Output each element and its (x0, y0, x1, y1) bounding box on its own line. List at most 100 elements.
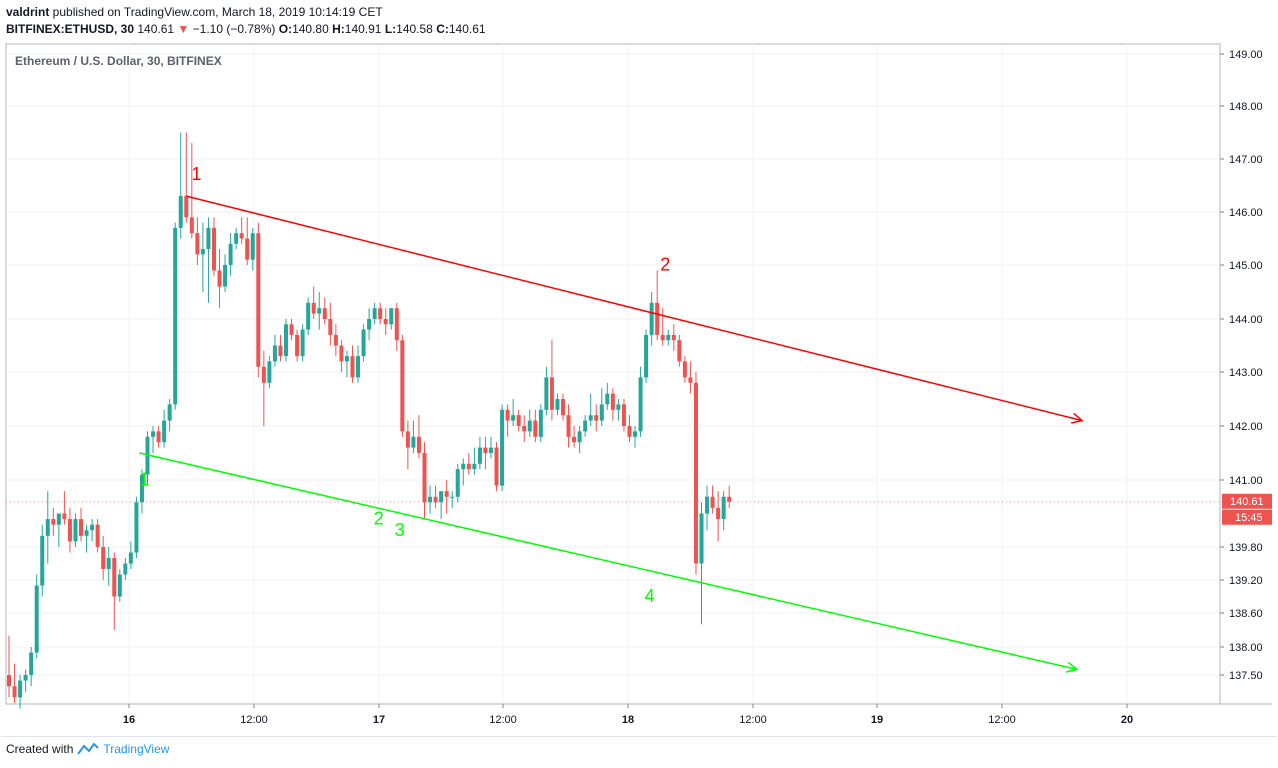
candle-body (67, 519, 72, 542)
candle-body (51, 519, 56, 525)
resistance-trendline (186, 195, 1082, 421)
candle (372, 302, 377, 325)
created-with-text: Created with (6, 742, 74, 756)
candle (538, 404, 543, 443)
candle-body (12, 686, 17, 698)
candle (217, 249, 222, 309)
footer-divider (1, 736, 1277, 737)
y-tick-label: 147.00 (1229, 154, 1263, 166)
candle-body (588, 415, 593, 421)
candle-body (488, 447, 493, 453)
candle (693, 372, 698, 575)
high-label: H: (332, 22, 345, 36)
candle-body (223, 265, 228, 287)
plot-area (5, 43, 1221, 705)
candle-body (317, 308, 322, 314)
annotation-label: 1 (192, 164, 202, 184)
candle (505, 404, 510, 437)
author-name[interactable]: valdrint (6, 5, 50, 19)
candle-body (90, 524, 95, 531)
candle-body (461, 463, 466, 470)
candle-body (660, 334, 665, 341)
candle (411, 420, 416, 453)
candle (483, 436, 488, 470)
candle-body (322, 308, 327, 319)
candle-body (167, 404, 172, 421)
candle (79, 507, 84, 542)
candle-body (289, 324, 294, 335)
candle-body (433, 496, 438, 503)
candle (544, 366, 549, 416)
last-price-label: 140.61 (1230, 496, 1264, 508)
candle-body (228, 243, 233, 265)
candle-body (422, 453, 427, 503)
candle-body (189, 217, 194, 234)
candle-body (477, 447, 482, 464)
candle-body (62, 513, 67, 520)
candle (234, 227, 239, 250)
candle (261, 350, 266, 426)
candle-body (361, 329, 366, 357)
candle (721, 491, 726, 531)
candle (173, 222, 178, 410)
candle-body (666, 334, 671, 341)
candle (516, 409, 521, 432)
annotation-label: 3 (395, 520, 405, 540)
candle (605, 382, 610, 410)
candle-body (40, 535, 45, 586)
y-tick-label: 144.00 (1229, 314, 1263, 326)
candles (7, 132, 732, 709)
candle (477, 436, 482, 470)
annotation-label: 2 (660, 254, 670, 274)
candle-body (145, 436, 150, 475)
candle (101, 535, 106, 580)
candle-body (677, 340, 682, 362)
candle (350, 345, 355, 383)
candle-body (173, 227, 178, 405)
candle (461, 458, 466, 486)
candle (145, 431, 150, 486)
candle-body (450, 496, 455, 498)
candle (444, 480, 449, 514)
candle-body (106, 558, 111, 569)
candle-body (472, 463, 477, 470)
candle (599, 388, 604, 426)
y-tick-label: 139.20 (1229, 575, 1263, 587)
candle (250, 227, 255, 271)
candle-body (79, 519, 84, 536)
y-tick-label: 141.00 (1229, 475, 1263, 487)
chart-title: Ethereum / U.S. Dollar, 30, BITFINEX (15, 54, 222, 68)
candle (638, 366, 643, 437)
grid-vertical (128, 44, 1128, 704)
candle (40, 524, 45, 597)
candle (29, 647, 34, 687)
candle-body (151, 431, 156, 437)
candle-body (699, 513, 704, 564)
candle-body (411, 436, 416, 448)
candle (433, 485, 438, 508)
candle (450, 491, 455, 508)
y-tick-label: 138.60 (1229, 608, 1263, 620)
y-tick-label: 143.00 (1229, 367, 1263, 379)
tradingview-brand[interactable]: TradingView (103, 742, 170, 756)
candle-body (250, 233, 255, 260)
x-tick-label: 20 (1121, 714, 1133, 726)
candle (494, 442, 499, 492)
candle-body (73, 519, 78, 542)
y-tick-label: 145.00 (1229, 260, 1263, 272)
candle-body (727, 496, 732, 502)
candle (306, 297, 311, 335)
candle-body (178, 196, 183, 228)
low-label: L: (384, 22, 397, 36)
candle-body (295, 334, 300, 357)
candle-body (378, 308, 383, 319)
candle (84, 524, 89, 553)
candle (7, 635, 11, 698)
candle-body (367, 319, 372, 330)
candle (389, 308, 394, 330)
candle (644, 329, 649, 383)
candle (67, 507, 72, 553)
candle-body (577, 431, 582, 443)
candle (572, 426, 577, 448)
